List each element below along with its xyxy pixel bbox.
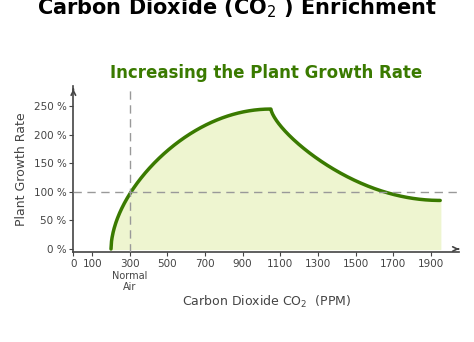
Text: Carbon Dioxide (CO$_2$ ) Enrichment: Carbon Dioxide (CO$_2$ ) Enrichment [37, 0, 437, 20]
X-axis label: Carbon Dioxide CO$_2$  (PPM): Carbon Dioxide CO$_2$ (PPM) [182, 294, 351, 310]
Title: Increasing the Plant Growth Rate: Increasing the Plant Growth Rate [110, 64, 422, 82]
Text: Normal
Air: Normal Air [112, 271, 147, 292]
Y-axis label: Plant Growth Rate: Plant Growth Rate [15, 112, 28, 226]
